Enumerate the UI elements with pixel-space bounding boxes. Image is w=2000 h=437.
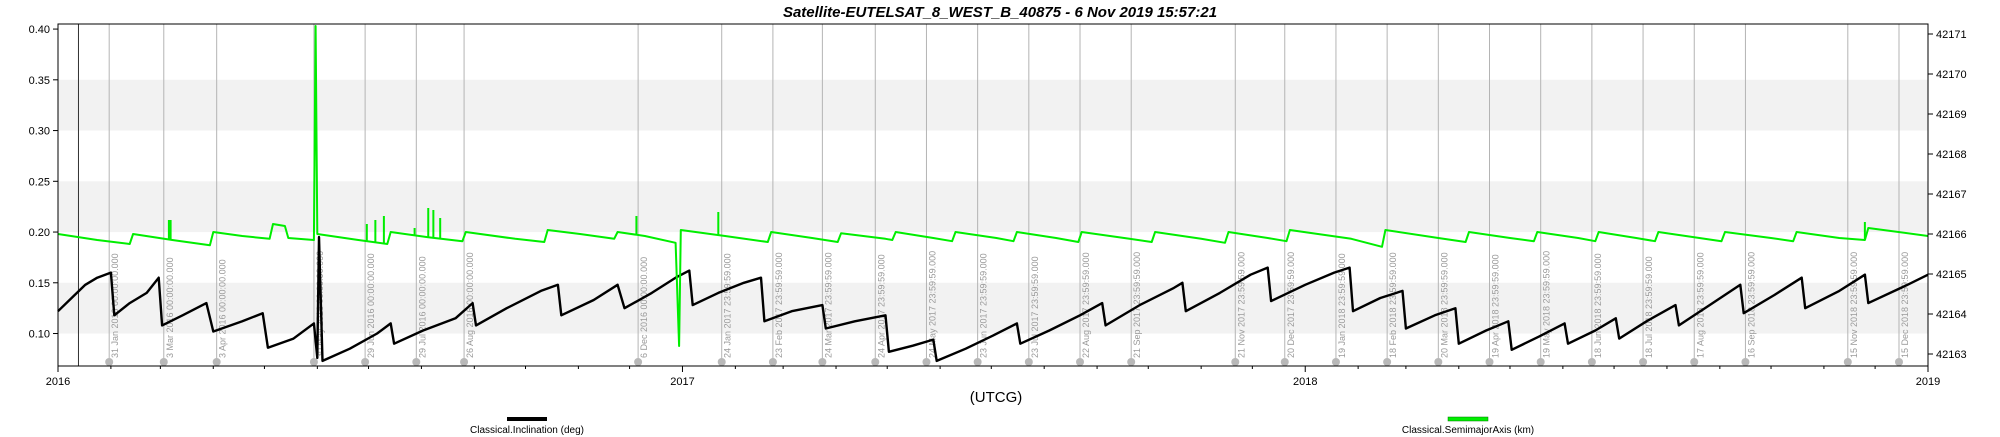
marker-line-label: 6 Dec 2016 00:00:00.000 bbox=[639, 257, 649, 358]
y-left-tick-label: 0.35 bbox=[29, 75, 50, 87]
y-right-tick-label: 42163 bbox=[1936, 349, 1967, 361]
marker-line-label: 18 Jul 2018 23:59:59.000 bbox=[1644, 256, 1654, 358]
x-axis-label: (UTCG) bbox=[970, 389, 1023, 406]
marker-line-label: 18 Feb 2018 23:59:59.000 bbox=[1388, 252, 1398, 358]
marker-line-label: 18 Jun 2018 23:59:59.000 bbox=[1593, 253, 1603, 358]
marker-line-label: 21 Nov 2017 23:59:59.000 bbox=[1236, 252, 1246, 358]
y-right-tick-label: 42169 bbox=[1936, 109, 1967, 121]
marker-line-label: 29 Jun 2016 00:00:00.000 bbox=[366, 253, 376, 358]
marker-line-label: 19 Jan 2018 23:59:59.000 bbox=[1337, 253, 1347, 358]
marker-line-label: 24 Apr 2017 23:59:59.000 bbox=[876, 254, 886, 358]
marker-line-label: 3 Mar 2016 00:00:00.000 bbox=[165, 257, 175, 358]
marker-dot bbox=[1331, 358, 1340, 366]
series-line-semimajor-axis bbox=[57, 25, 1929, 347]
marker-dot bbox=[1690, 358, 1699, 366]
marker-dot bbox=[1024, 358, 1033, 366]
marker-dot bbox=[309, 358, 318, 366]
marker-line-label: 19 May 2018 23:59:59.000 bbox=[1542, 251, 1552, 358]
marker-dot bbox=[871, 358, 880, 366]
marker-dot bbox=[1485, 358, 1494, 366]
marker-dot bbox=[212, 358, 221, 366]
y-left-tick-label: 0.15 bbox=[29, 278, 50, 290]
axes: 0.10 0.15 0.20 0.25 0.30 0.35 0.40 42163 42164 42… bbox=[29, 23, 1967, 388]
marker-dot bbox=[460, 358, 469, 366]
legend-swatch-semimajor-axis bbox=[1447, 416, 1489, 422]
y-left-tick-label: 0.30 bbox=[29, 126, 50, 138]
marker-dot bbox=[1280, 358, 1289, 366]
y-right-tick-label: 42165 bbox=[1936, 269, 1967, 281]
x-tick-label: 2018 bbox=[1293, 376, 1317, 388]
y-right-tick-label: 42167 bbox=[1936, 189, 1967, 201]
marker-dot bbox=[1639, 358, 1648, 366]
marker-line-label: 19 Apr 2018 23:59:59.000 bbox=[1491, 254, 1501, 358]
marker-dot bbox=[1843, 358, 1852, 366]
y-left-tick-label: 0.25 bbox=[29, 176, 50, 188]
plot-band bbox=[58, 79, 1928, 131]
marker-dot bbox=[1434, 358, 1443, 366]
marker-line-label: 23 Feb 2017 23:59:59.000 bbox=[774, 252, 784, 358]
marker-line-label: 23 Jun 2017 23:59:59.000 bbox=[979, 253, 989, 358]
marker-line-label: 3 Apr 2016 00:00:00.000 bbox=[218, 259, 228, 358]
legend-label-inclination: Classical.Inclination (deg) bbox=[470, 425, 584, 436]
marker-line-label: 15 Nov 2018 23:59:59.000 bbox=[1849, 252, 1859, 358]
marker-line-label: 23 Jul 2017 23:59:59.000 bbox=[1030, 256, 1040, 358]
marker-line-label: 24 May 2017 23:59:59.000 bbox=[927, 251, 937, 358]
marker-dot bbox=[1076, 358, 1085, 366]
marker-dot bbox=[1741, 358, 1750, 366]
marker-line-label: 29 Jul 2016 00:00:00.000 bbox=[417, 256, 427, 358]
marker-dot bbox=[105, 358, 114, 366]
marker-lines: 31 Jan 2016 00:00:00.000 3 Mar 2016 00:00… bbox=[77, 24, 1910, 366]
marker-dot bbox=[361, 358, 370, 366]
marker-dot bbox=[768, 358, 777, 366]
marker-dot bbox=[818, 358, 827, 366]
marker-dot bbox=[973, 358, 982, 366]
legend-label-semimajor-axis: Classical.SemimajorAxis (km) bbox=[1402, 425, 1534, 436]
marker-dot bbox=[1894, 358, 1903, 366]
marker-line-label: 31 Jan 2016 00:00:00.000 bbox=[110, 253, 120, 358]
y-right-tick-label: 42168 bbox=[1936, 149, 1967, 161]
plot-band bbox=[58, 181, 1928, 233]
marker-dot bbox=[412, 358, 421, 366]
marker-dot bbox=[717, 358, 726, 366]
legend: Classical.Inclination (deg) Classical.Se… bbox=[470, 416, 1534, 436]
marker-dot bbox=[1536, 358, 1545, 366]
x-tick-label: 2017 bbox=[670, 376, 694, 388]
marker-dot bbox=[159, 358, 168, 366]
x-tick-label: 2016 bbox=[46, 376, 70, 388]
marker-line-label: 16 Sep 2018 23:59:59.000 bbox=[1746, 252, 1756, 358]
marker-dot bbox=[1127, 358, 1136, 366]
y-right-tick-label: 42164 bbox=[1936, 309, 1967, 321]
y-right-tick-label: 42171 bbox=[1936, 29, 1967, 41]
legend-swatch-inclination bbox=[507, 417, 547, 421]
series-layer bbox=[57, 25, 1929, 363]
marker-line-label: 20 Mar 2018 23:59:59.000 bbox=[1439, 252, 1449, 358]
marker-line-label: 15 Dec 2018 23:59:59.000 bbox=[1900, 252, 1910, 358]
marker-line-label: 20 Dec 2017 23:59:59.000 bbox=[1286, 252, 1296, 358]
plot-frame bbox=[57, 23, 1929, 367]
marker-line-label: 24 Mar 2017 23:59:59.000 bbox=[823, 252, 833, 358]
plot-background bbox=[58, 79, 1928, 334]
marker-dot bbox=[1587, 358, 1596, 366]
marker-dot bbox=[634, 358, 643, 366]
marker-dot bbox=[1231, 358, 1240, 366]
y-left-tick-label: 0.20 bbox=[29, 227, 50, 239]
y-left-tick-label: 0.40 bbox=[29, 24, 50, 36]
y-left-tick-label: 0.10 bbox=[29, 329, 50, 341]
marker-line-label: 24 Jan 2017 23:59:59.000 bbox=[723, 253, 733, 358]
y-right-tick-label: 42170 bbox=[1936, 69, 1967, 81]
y-right-tick-label: 42166 bbox=[1936, 229, 1967, 241]
marker-dot bbox=[1383, 358, 1392, 366]
series-line-inclination bbox=[57, 235, 1929, 363]
chart-title: Satellite-EUTELSAT_8_WEST_B_40875 - 6 No… bbox=[783, 4, 1217, 21]
x-tick-label: 2019 bbox=[1916, 376, 1940, 388]
marker-line-label: 21 Sep 2017 23:59:59.000 bbox=[1132, 252, 1142, 358]
marker-dot bbox=[922, 358, 931, 366]
marker-line-label: 22 Aug 2017 23:59:59.000 bbox=[1081, 252, 1091, 358]
marker-line-label: 17 Aug 2018 23:59:59.000 bbox=[1695, 252, 1705, 358]
